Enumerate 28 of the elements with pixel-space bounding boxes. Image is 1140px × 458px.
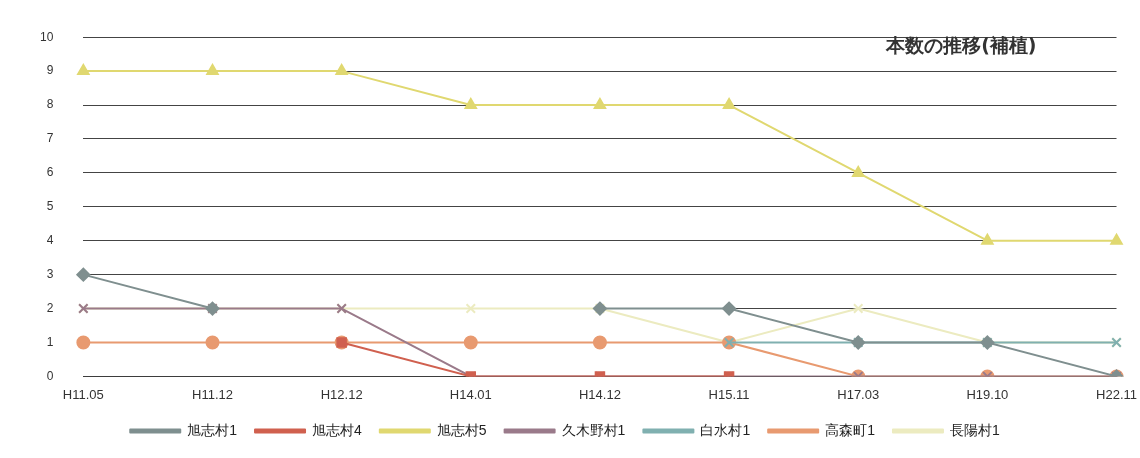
chart-title: 本数の推移(補植) bbox=[885, 34, 1037, 57]
x-tick-label: H12.12 bbox=[320, 386, 363, 402]
legend-label: 旭志村1 bbox=[187, 421, 238, 438]
x-tick-label: H17.03 bbox=[837, 386, 880, 402]
y-tick-label: 3 bbox=[46, 266, 54, 281]
legend-label: 旭志村5 bbox=[436, 421, 487, 438]
y-tick-label: 1 bbox=[46, 334, 54, 349]
y-tick-label: 10 bbox=[39, 29, 54, 44]
x-tick-label: H15.11 bbox=[708, 386, 750, 402]
legend-label: 高森町1 bbox=[825, 421, 876, 438]
x-tick-label: H11.05 bbox=[62, 386, 104, 402]
y-tick-label: 4 bbox=[46, 233, 54, 248]
y-tick-label: 8 bbox=[46, 97, 54, 112]
y-tick-label: 6 bbox=[46, 165, 54, 180]
legend-label: 旭志村4 bbox=[312, 421, 363, 438]
y-tick-label: 0 bbox=[46, 368, 54, 383]
x-tick-label: H14.12 bbox=[578, 386, 621, 402]
x-tick-label: H14.01 bbox=[449, 386, 492, 402]
y-tick-label: 7 bbox=[46, 131, 54, 146]
x-tick-label: H22.11 bbox=[1096, 386, 1138, 402]
y-tick-label: 5 bbox=[46, 199, 54, 214]
y-tick-label: 9 bbox=[46, 63, 54, 78]
y-tick-label: 2 bbox=[46, 300, 54, 315]
legend-label: 長陽村1 bbox=[949, 421, 1000, 438]
x-tick-label: H19.10 bbox=[966, 386, 1009, 402]
x-tick-label: H11.12 bbox=[192, 386, 233, 402]
legend-label: 白水村1 bbox=[700, 421, 751, 438]
legend-label: 久木野村1 bbox=[561, 421, 626, 438]
